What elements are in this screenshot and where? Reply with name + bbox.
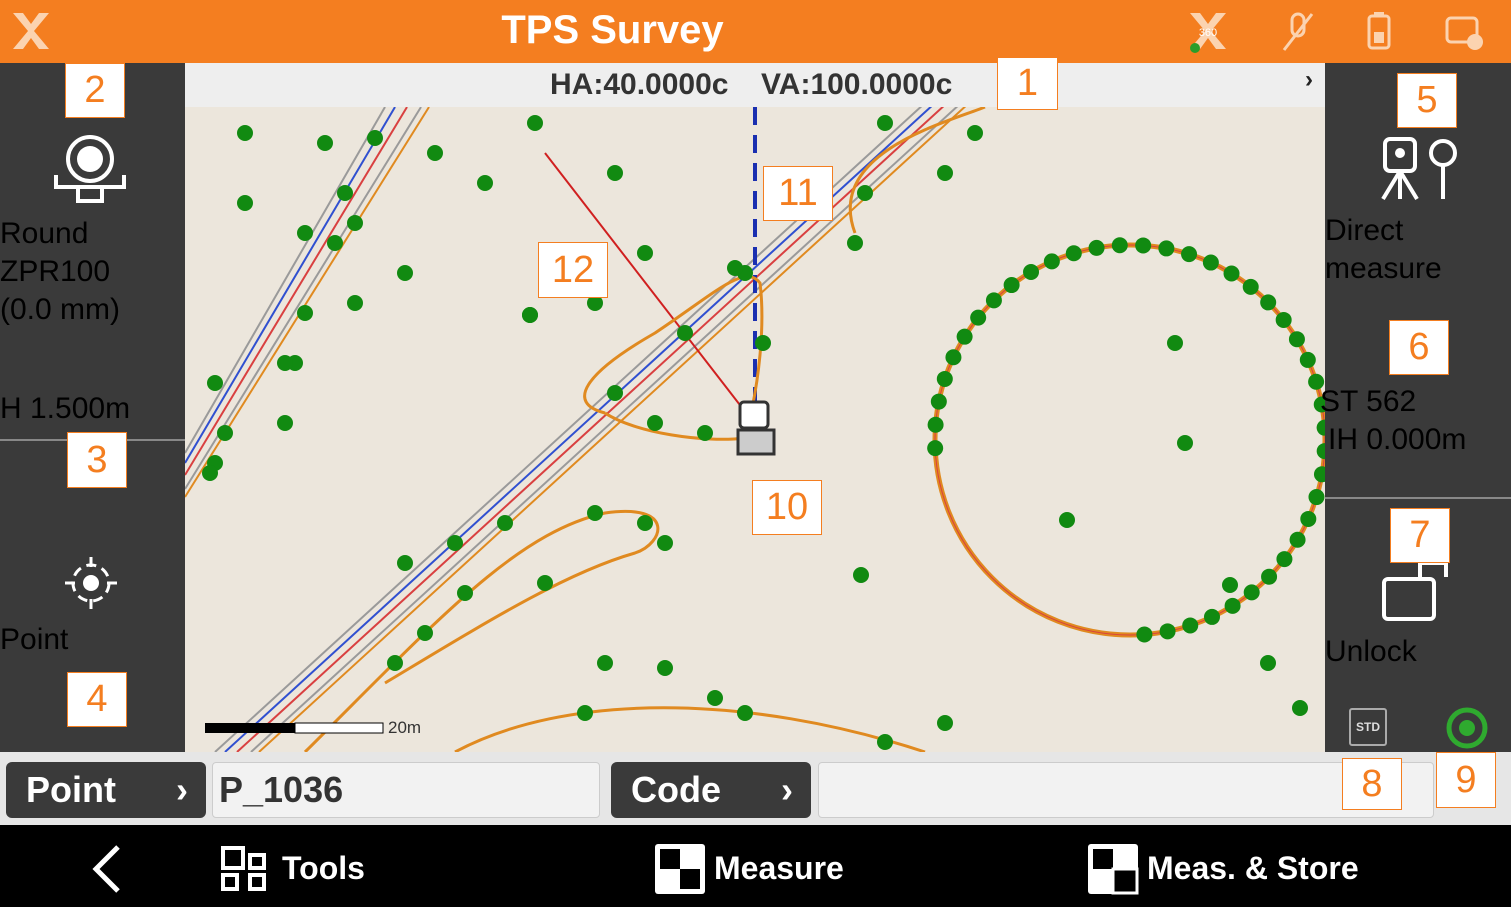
header: TPS Survey 360 <box>0 0 1511 63</box>
std-button[interactable]: STD <box>1349 708 1387 746</box>
right-panel: STD <box>1325 63 1511 752</box>
callout: 5 <box>1397 73 1457 128</box>
callout: 10 <box>752 480 822 535</box>
code-button[interactable]: Code › <box>611 762 811 818</box>
callout: 7 <box>1390 508 1450 563</box>
measure-mode[interactable]: Point <box>0 623 69 656</box>
callout: 2 <box>65 63 125 118</box>
point-field[interactable]: P_1036 <box>212 762 600 818</box>
measure-button[interactable]: Measure <box>714 850 844 886</box>
prism-icon[interactable] <box>50 131 130 211</box>
ha-reading: HA:40.0000c <box>550 68 729 101</box>
app-logo <box>13 13 49 49</box>
radio-icon[interactable] <box>1443 10 1489 54</box>
map[interactable]: › <box>185 63 1325 752</box>
meas-store-button[interactable]: Meas. & Store <box>1147 850 1359 886</box>
meas-store-icon[interactable] <box>1085 841 1143 899</box>
icon-text: 360 <box>1199 27 1217 39</box>
measure-mode-2[interactable]: measure <box>1325 252 1442 285</box>
prism-offset[interactable]: (0.0 mm) <box>0 293 120 326</box>
prism-name[interactable]: ZPR100 <box>0 255 111 288</box>
callout: 8 <box>1342 758 1402 810</box>
target-status[interactable] <box>1445 706 1489 750</box>
svg-text:›: › <box>1305 66 1313 93</box>
map-scale: 20m <box>388 718 422 737</box>
title: TPS Survey <box>501 8 724 52</box>
point-button[interactable]: Point › <box>6 762 206 818</box>
instrument-height[interactable]: IH 0.000m <box>1328 423 1467 456</box>
back-button[interactable] <box>88 843 124 895</box>
callout: 3 <box>67 432 127 488</box>
mic-off-icon[interactable] <box>1278 10 1318 54</box>
instrument-icon: 360 <box>1190 13 1226 53</box>
lock-button[interactable]: Unlock <box>1325 635 1417 668</box>
callout: 6 <box>1389 320 1449 375</box>
left-panel <box>0 63 185 752</box>
callout: 12 <box>538 242 608 298</box>
target-height[interactable]: H 1.500m <box>0 392 131 425</box>
lock-icon[interactable] <box>1380 553 1460 629</box>
tools-icon[interactable] <box>220 845 272 895</box>
point-button-label[interactable]: Point <box>26 769 116 810</box>
callout: 9 <box>1436 752 1496 808</box>
prism-type[interactable]: Round <box>0 217 89 250</box>
station-icon <box>736 400 776 456</box>
callout: 11 <box>763 166 833 221</box>
measure-mode-1[interactable]: Direct <box>1325 214 1404 247</box>
station[interactable]: ST 562 <box>1320 385 1417 418</box>
measure-icon[interactable] <box>652 841 708 897</box>
direct-measure-icon[interactable] <box>1377 133 1463 203</box>
va-reading: VA:100.0000c <box>761 68 953 101</box>
code-button-label[interactable]: Code <box>631 769 721 810</box>
callout: 4 <box>67 672 127 727</box>
callout: 1 <box>997 57 1058 110</box>
tools-button[interactable]: Tools <box>282 850 365 886</box>
point-icon[interactable] <box>63 555 119 611</box>
code-field[interactable] <box>818 762 1434 818</box>
battery-icon <box>1367 12 1391 50</box>
